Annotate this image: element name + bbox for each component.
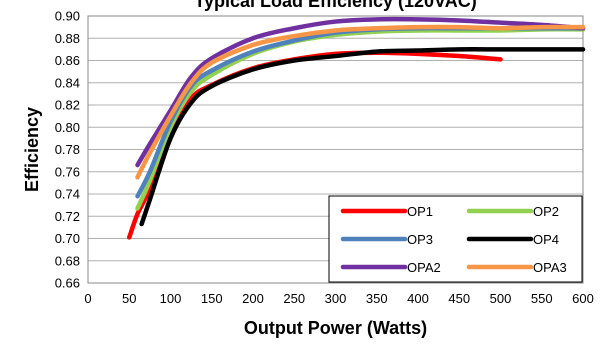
x-axis-title: Output Power (Watts): [244, 318, 427, 338]
x-tick-label: 200: [242, 291, 264, 306]
x-tick-label: 0: [84, 291, 91, 306]
y-tick-label: 0.84: [55, 75, 80, 90]
y-axis-title: Efficiency: [22, 107, 42, 192]
x-tick-label: 600: [572, 291, 594, 306]
y-tick-label: 0.70: [55, 231, 80, 246]
legend-label: OPA3: [533, 260, 567, 275]
x-tick-label: 450: [448, 291, 470, 306]
y-tick-label: 0.74: [55, 187, 80, 202]
y-tick-label: 0.86: [55, 53, 80, 68]
x-tick-label: 50: [122, 291, 136, 306]
y-tick-label: 0.90: [55, 9, 80, 24]
series-line-opa3: [135, 24, 586, 180]
x-tick-label: 550: [531, 291, 553, 306]
series-line-op4: [139, 47, 586, 227]
legend-label: OP2: [533, 204, 559, 219]
y-tick-label: 0.76: [55, 164, 80, 179]
x-tick-label: 400: [407, 291, 429, 306]
y-tick-label: 0.68: [55, 253, 80, 268]
x-tick-label: 100: [160, 291, 182, 306]
y-tick-label: 0.80: [55, 120, 80, 135]
legend-label: OP4: [533, 232, 559, 247]
series-line-opa2: [135, 16, 586, 168]
y-tick-label: 0.82: [55, 98, 80, 113]
y-tick-label: 0.78: [55, 142, 80, 157]
legend: OP1 OP2 OP3 OP4 OPA2 OPA3: [328, 195, 583, 283]
x-tick-label: 150: [201, 291, 223, 306]
chart-title: Typical Load Efficiency (120VAC): [194, 0, 476, 11]
y-tick-label: 0.66: [55, 276, 80, 291]
plot-area: [87, 15, 584, 284]
tick-labels: 0.66 0.68 0.70 0.72 0.74 0.76 0.78 0.80 0.82 0.84…: [55, 9, 594, 307]
x-tick-label: 500: [490, 291, 512, 306]
x-tick-label: 250: [283, 291, 305, 306]
legend-label: OP3: [407, 232, 433, 247]
legend-label: OP1: [407, 204, 433, 219]
y-tick-label: 0.72: [55, 209, 80, 224]
x-tick-label: 300: [325, 291, 347, 306]
y-tick-label: 0.88: [55, 31, 80, 46]
x-tick-label: 350: [366, 291, 388, 306]
series-lines: [127, 16, 586, 240]
legend-label: OPA2: [407, 260, 441, 275]
